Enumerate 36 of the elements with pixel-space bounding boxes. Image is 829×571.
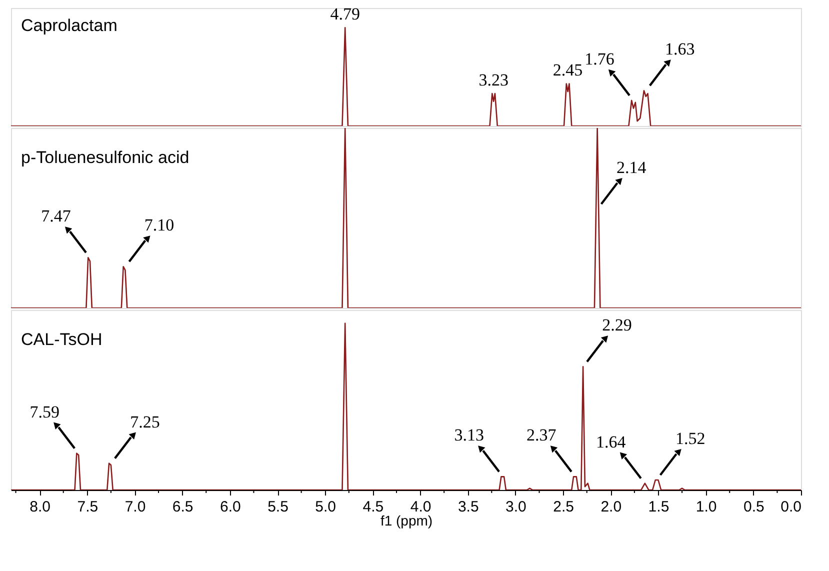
annotation: 2.45 xyxy=(552,60,583,80)
x-tick-label: 6.5 xyxy=(172,498,194,516)
x-tick-label: 1.0 xyxy=(696,498,717,516)
x-tick-label: 0.0 xyxy=(780,498,802,516)
annotation: 4.79 xyxy=(330,4,360,24)
x-tick-label: 5.0 xyxy=(315,498,336,516)
x-tick-label: 1.5 xyxy=(648,498,670,516)
x-tick-label: 4.5 xyxy=(362,498,384,516)
annotation: 1.63 xyxy=(664,40,695,59)
x-tick-label: 2.0 xyxy=(600,498,622,516)
x-tick-label: 0.5 xyxy=(743,498,764,516)
annotation: 7.25 xyxy=(130,412,160,432)
x-tick-label: 3.0 xyxy=(506,498,526,516)
annotation: 3.13 xyxy=(454,426,484,445)
text: p-Toluenesulfonic acid xyxy=(21,148,190,167)
annotation: 1.64 xyxy=(596,432,626,452)
chart-title: Caprolactam xyxy=(21,16,118,35)
annotation: 2.37 xyxy=(526,426,557,445)
x-tick-label: 4.0 xyxy=(410,498,432,516)
x-tick-label: 2.5 xyxy=(553,498,574,516)
x-tick-label: 8.0 xyxy=(30,498,50,516)
x-tick-label: 7.5 xyxy=(77,498,98,516)
x-axis-title: f1 (ppm) xyxy=(380,512,433,528)
annotation: 2.29 xyxy=(602,316,632,335)
annotation: 1.52 xyxy=(675,429,706,448)
annotation: 7.10 xyxy=(144,216,174,235)
chart-title: CAL-TsOH xyxy=(21,330,102,349)
annotation: 7.47 xyxy=(41,206,72,226)
x-tick-label: 6.0 xyxy=(220,498,241,516)
x-tick-label: 3.5 xyxy=(458,498,479,516)
annotation: 1.76 xyxy=(584,49,614,68)
annotation: 7.59 xyxy=(30,402,60,422)
x-tick-label: 5.5 xyxy=(268,498,288,516)
annotation: 2.14 xyxy=(616,158,647,177)
annotation: 3.23 xyxy=(478,70,508,90)
x-tick-label: 7.0 xyxy=(124,498,146,516)
